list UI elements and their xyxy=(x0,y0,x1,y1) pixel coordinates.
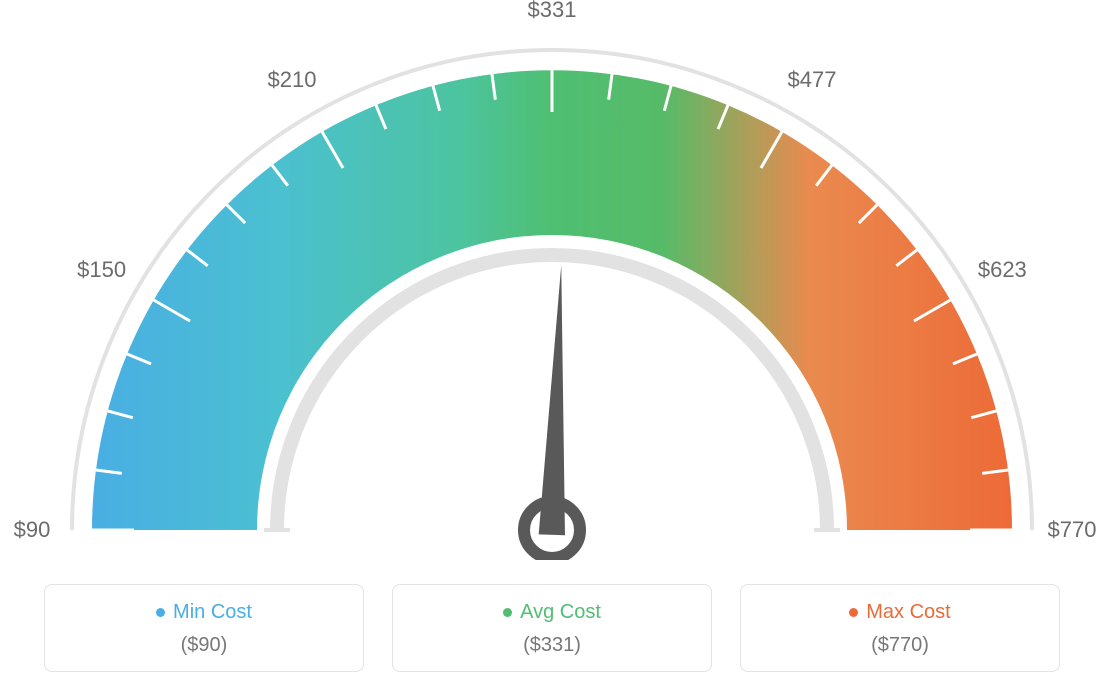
gauge-tick-label: $331 xyxy=(528,0,577,23)
gauge-tick-label: $150 xyxy=(77,257,126,283)
legend-value-min: ($90) xyxy=(55,634,353,657)
legend-card-min: Min Cost ($90) xyxy=(44,584,364,672)
legend-card-max: Max Cost ($770) xyxy=(740,584,1060,672)
gauge-tick-label: $210 xyxy=(268,67,317,93)
gauge-tick-label: $623 xyxy=(978,257,1027,283)
legend-card-avg: Avg Cost ($331) xyxy=(392,584,712,672)
legend-dot-min xyxy=(156,608,165,617)
legend-dot-avg xyxy=(503,608,512,617)
legend-title-avg: Avg Cost xyxy=(520,601,601,624)
legend-title-max: Max Cost xyxy=(866,601,950,624)
gauge-chart: $90 $150 $210 $331 $477 $623 $770 xyxy=(0,0,1104,560)
gauge-tick-label: $477 xyxy=(788,67,837,93)
legend-row: Min Cost ($90) Avg Cost ($331) Max Cost … xyxy=(0,584,1104,672)
legend-value-avg: ($331) xyxy=(403,634,701,657)
legend-dot-max xyxy=(849,608,858,617)
gauge-tick-label: $770 xyxy=(1048,517,1097,543)
gauge-svg xyxy=(0,0,1104,560)
legend-value-max: ($770) xyxy=(751,634,1049,657)
legend-title-min: Min Cost xyxy=(173,601,252,624)
gauge-tick-label: $90 xyxy=(14,517,51,543)
